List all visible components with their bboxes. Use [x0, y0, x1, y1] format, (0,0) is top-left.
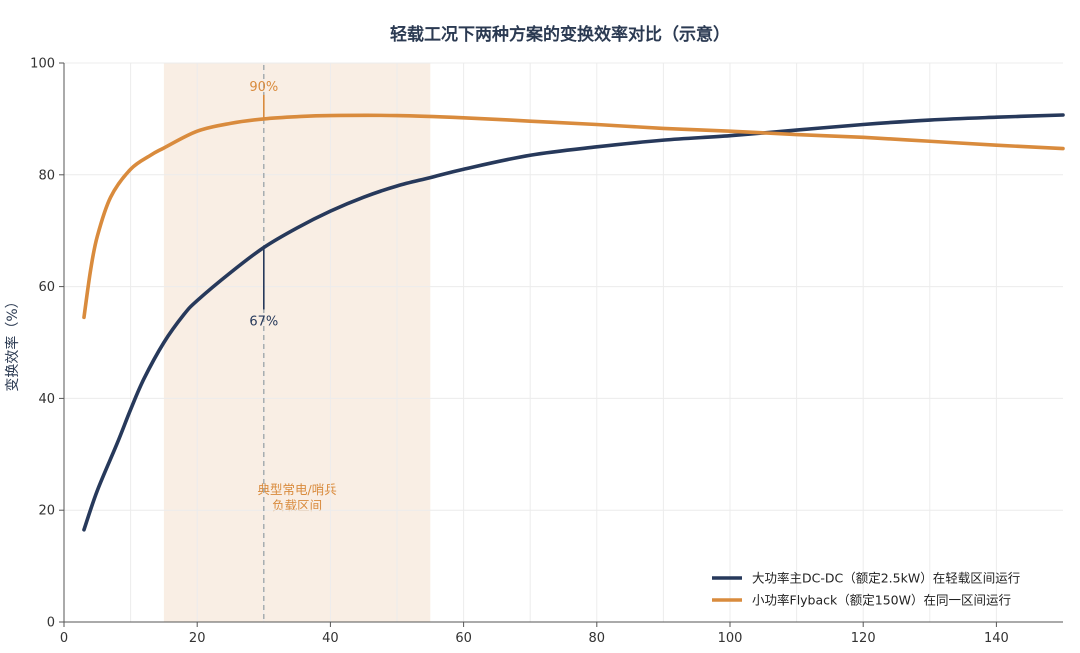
axes-layer: 0 20 40 60 80 100 0 20 40 60 80 100 120 140: [30, 57, 1063, 646]
chart-title: 轻载工况下两种方案的变换效率对比（示意）: [390, 24, 730, 45]
highlight-region: [163, 63, 431, 622]
series-line-2: [82, 113, 1065, 320]
series-layer: [82, 65, 1065, 622]
x-tick-label: 0: [60, 631, 68, 646]
grid-layer: [64, 62, 1063, 622]
x-tick-label: 60: [455, 631, 472, 646]
y-tick-label: 80: [38, 168, 55, 183]
annotation-label-1: 90%: [249, 80, 278, 95]
x-tick-label: 140: [984, 631, 1009, 646]
x-tick-label: 40: [322, 631, 339, 646]
x-tick-label: 100: [718, 631, 743, 646]
y-axis-label: 变换效率（%）: [4, 294, 21, 391]
region-label-line1: 典型常电/哨兵: [257, 482, 336, 497]
y-tick-label: 60: [38, 280, 55, 295]
legend: 大功率主DC-DC（额定2.5kW）在轻载区间运行小功率Flyback（额定15…: [712, 571, 1020, 608]
y-tick-label: 20: [38, 504, 55, 519]
y-tick-label: 40: [38, 392, 55, 407]
x-tick-label: 120: [851, 631, 876, 646]
series-line-1: [82, 113, 1065, 532]
legend-label-1: 大功率主DC-DC（额定2.5kW）在轻载区间运行: [752, 571, 1020, 586]
legend-label-2: 小功率Flyback（额定150W）在同一区间运行: [752, 593, 1011, 608]
x-tick-label: 80: [589, 631, 606, 646]
x-tick-label: 20: [189, 631, 206, 646]
annotation-label-2: 67%: [249, 314, 278, 329]
region-label-line2: 负载区间: [272, 498, 322, 513]
y-tick-label: 100: [30, 57, 55, 72]
y-tick-label: 0: [47, 616, 55, 631]
annotation-layer: 90% 67%: [249, 80, 278, 330]
